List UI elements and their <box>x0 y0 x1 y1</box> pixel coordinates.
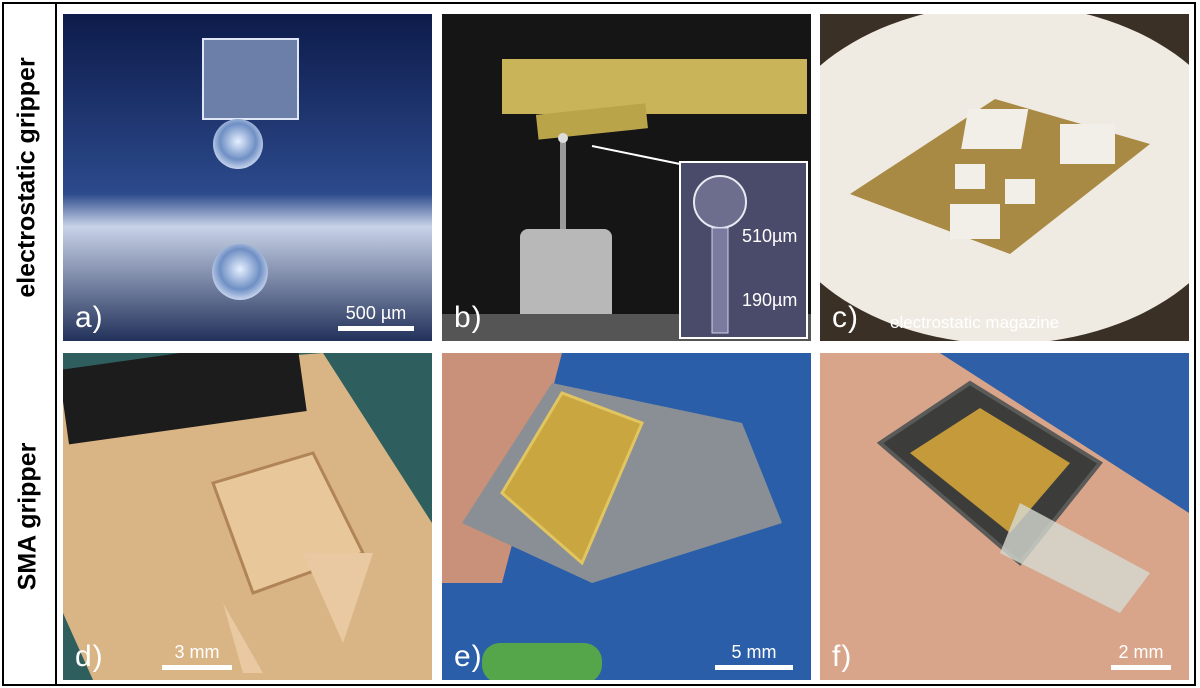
panel-b-label: b) <box>454 301 483 334</box>
panel-c-label: c) <box>832 301 859 334</box>
panel-f-label: f) <box>832 640 853 673</box>
panel-e-photo: e) 5 mm <box>442 353 811 680</box>
panel-b-inset-dimension-lower: 190µm <box>742 290 798 310</box>
panel-b-inset-dimension-upper: 510µm <box>742 226 798 246</box>
panel-d-scale-text: 3 mm <box>174 642 220 662</box>
panel-a-label: a) <box>75 301 104 334</box>
panel-c-caption: electrostatic magazine <box>890 313 1060 332</box>
panel-f-image <box>820 353 1189 680</box>
panel-a-image <box>63 14 432 341</box>
panel-f-scale-text: 2 mm <box>1118 642 1164 662</box>
panel-a-scale-text: 500 µm <box>345 303 407 323</box>
row-label-top: electrostatic gripper <box>0 14 55 341</box>
panel-f-scale-bar: 2 mm <box>1111 642 1171 670</box>
row-label-sma: SMA gripper <box>13 442 42 591</box>
panel-a-scale-bar: 500 µm <box>338 303 414 331</box>
panel-d-scale-bar: 3 mm <box>162 642 232 670</box>
panel-d-photo: d) 3 mm <box>63 353 432 680</box>
panel-f-photo: f) 2 mm <box>820 353 1189 680</box>
row-label-bottom: SMA gripper <box>0 353 55 680</box>
panel-a-photo: a) 500 µm <box>63 14 432 341</box>
label-column-divider <box>55 2 57 686</box>
panel-b-image <box>442 14 811 341</box>
panel-e-scale-bar: 5 mm <box>715 642 793 670</box>
panel-d-label: d) <box>75 640 104 673</box>
panel-d-image <box>63 353 432 680</box>
panel-c-photo: c) electrostatic magazine <box>820 14 1189 341</box>
panel-c-image <box>820 14 1189 341</box>
panel-e-image <box>442 353 811 680</box>
row-label-electrostatic: electrostatic gripper <box>13 57 42 298</box>
panel-e-scale-text: 5 mm <box>731 642 777 662</box>
panel-e-label: e) <box>454 640 483 673</box>
panel-b-photo: 510µm 190µm b) <box>442 14 811 341</box>
